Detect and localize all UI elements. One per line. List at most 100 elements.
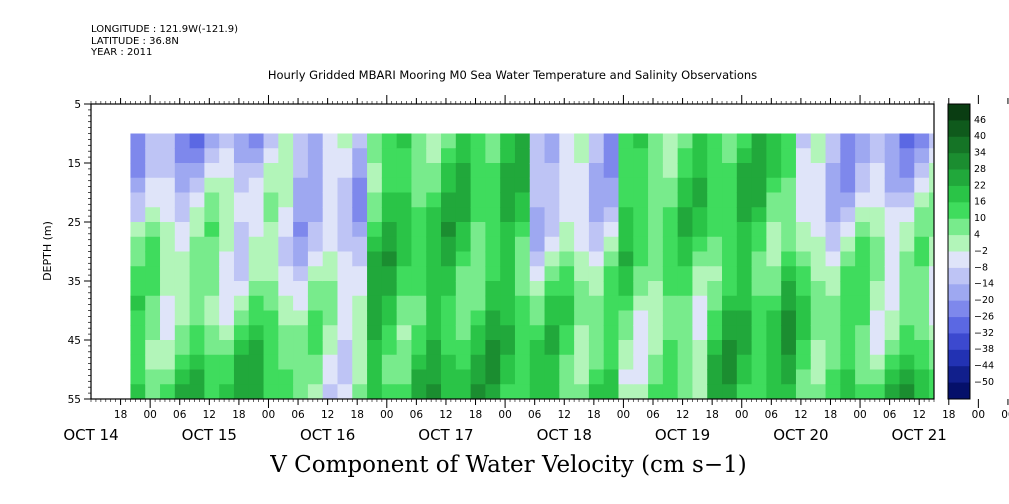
x-hour-label: 18 [114, 409, 127, 421]
heat-cell [603, 266, 620, 282]
heat-cell [884, 251, 901, 267]
heat-cell [426, 177, 442, 194]
heat-cell [795, 325, 812, 341]
colorbar-label: −44 [974, 361, 994, 372]
heat-cell [441, 222, 457, 238]
heat-cell [869, 236, 886, 253]
heat-cell [248, 207, 265, 223]
heat-cell [795, 310, 812, 326]
heat-cell [707, 340, 723, 356]
heat-cell [337, 369, 353, 385]
heat-cell [160, 325, 176, 341]
heat-cell [574, 295, 590, 312]
heat-cell [929, 236, 934, 253]
heat-cell [736, 281, 753, 297]
colorbar-label: 22 [974, 180, 986, 191]
heat-cell [248, 192, 265, 208]
heat-cell [174, 133, 191, 149]
heat-cell [426, 251, 442, 267]
heat-cell [367, 354, 383, 371]
heat-cell [248, 163, 265, 179]
heat-cell [145, 310, 161, 326]
heat-cell [500, 251, 516, 267]
heat-cell [248, 310, 265, 326]
heat-cell [293, 325, 309, 341]
heat-cell [840, 295, 856, 312]
heat-cell [677, 325, 694, 341]
x-hour-label: 18 [824, 409, 837, 421]
heat-cell [455, 384, 472, 399]
heat-cell [603, 163, 620, 179]
heat-cell [825, 281, 841, 297]
heat-cell [929, 148, 934, 164]
heat-cell [411, 148, 427, 164]
heat-cell [500, 281, 516, 297]
heat-cell [692, 207, 708, 223]
heat-cell [485, 177, 501, 194]
heat-cell [722, 133, 738, 149]
heat-cell [470, 310, 486, 326]
heat-cell [662, 354, 679, 371]
heat-cell [411, 163, 427, 179]
heat-cell [529, 295, 546, 312]
heat-cell [278, 177, 294, 194]
heat-cell [455, 354, 472, 371]
heat-cell [263, 192, 279, 208]
heat-cell [278, 310, 294, 326]
heat-cell [411, 266, 427, 282]
heat-cell [722, 325, 738, 341]
heat-cell [781, 163, 797, 179]
heat-cell [529, 354, 546, 371]
heat-cell [766, 369, 782, 385]
heat-cell [514, 222, 531, 238]
heat-cell [293, 177, 309, 194]
heat-cell [233, 177, 250, 194]
heat-cell [559, 325, 575, 341]
heat-cell [736, 148, 753, 164]
heat-cell [722, 369, 738, 385]
heat-cell [574, 133, 590, 149]
heat-cell [174, 177, 191, 194]
heat-cell [825, 384, 841, 399]
heat-cell [914, 177, 930, 194]
heat-cell [322, 177, 339, 194]
heat-cell [441, 281, 457, 297]
heat-cell [485, 236, 501, 253]
heat-cell [411, 207, 427, 223]
heat-cell [174, 310, 191, 326]
heat-cell [899, 340, 915, 356]
heat-cell [633, 163, 649, 179]
heat-cell [781, 251, 797, 267]
heat-cell [603, 251, 620, 267]
heat-cell [441, 148, 457, 164]
heat-cell [677, 133, 694, 149]
heat-cell [825, 266, 841, 282]
heat-cell [307, 295, 324, 312]
heat-cell [692, 295, 708, 312]
heat-cell [470, 340, 486, 356]
heat-cell [736, 207, 753, 223]
colorbar-swatch [948, 366, 970, 384]
heat-cell [352, 177, 368, 194]
heat-cell [914, 163, 930, 179]
colorbar-label: 46 [974, 115, 986, 126]
heat-cell [396, 325, 413, 341]
heat-cell [899, 207, 915, 223]
heat-cell [470, 177, 486, 194]
heat-cell [337, 148, 353, 164]
heat-cell [618, 251, 634, 267]
heat-cell [248, 266, 265, 282]
heat-cell [662, 163, 679, 179]
heat-cell [455, 251, 472, 267]
heat-cell [455, 177, 472, 194]
heat-cell [662, 369, 679, 385]
heat-cell [381, 207, 398, 223]
heat-cell [914, 295, 930, 312]
heat-cell [307, 192, 324, 208]
colorbar-swatch [948, 251, 970, 269]
heat-cell [603, 207, 620, 223]
heat-cell [677, 354, 694, 371]
heat-cell [677, 281, 694, 297]
heat-cell [367, 148, 383, 164]
heat-cell [263, 207, 279, 223]
